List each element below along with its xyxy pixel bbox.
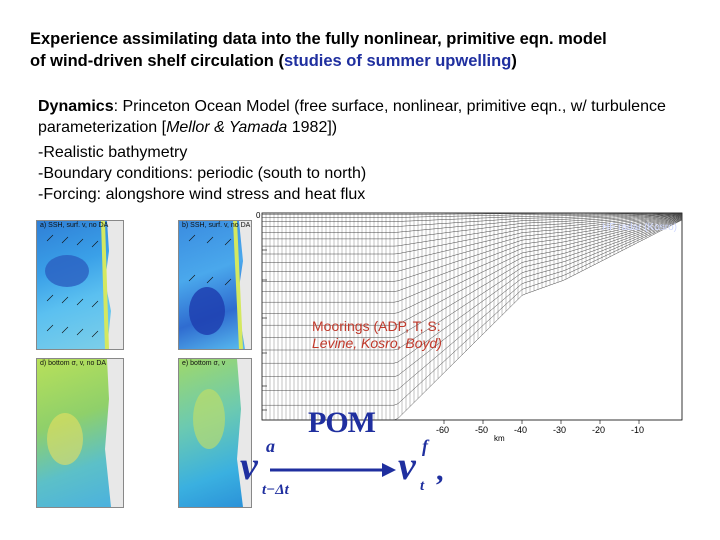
dynamics-paragraph: Dynamics: Princeton Ocean Model (free su… [38, 96, 698, 138]
x-tick-label: -10 [631, 425, 644, 435]
sigma-level [262, 213, 683, 247]
sigma-level [262, 219, 683, 406]
sigma-level [262, 215, 683, 292]
title-line-2-post: ) [511, 52, 517, 70]
map-e-shading [193, 359, 251, 507]
sigma-level [262, 215, 683, 303]
bullet-item: -Forcing: alongshore wind stress and hea… [38, 186, 366, 203]
pom-label: POM [308, 406, 376, 439]
equation-arrow [270, 463, 396, 477]
section-frame [261, 212, 683, 421]
sigma-level [262, 214, 683, 263]
slide-body: Dynamics: Princeton Ocean Model (free su… [38, 96, 698, 205]
panel-d-label: d) bottom σ, v, no DA [40, 360, 107, 367]
moorings-names: Levine, Kosro, Boyd) [312, 335, 442, 351]
map-panel-d: d) bottom σ, v, no DA [36, 358, 124, 508]
sigma-grid-lines [261, 212, 683, 421]
sigma-level [262, 213, 683, 240]
sigma-level [262, 216, 683, 338]
sigma-level [262, 213, 683, 222]
map-panel-b: b) SSH, surf. v, no DA [178, 220, 252, 350]
sigma-level [262, 213, 683, 227]
dynamics-cite-year: 1982]) [287, 119, 338, 136]
map-a-shading [45, 221, 123, 349]
sub-right: t [420, 478, 425, 494]
map-b-shading [188, 221, 251, 349]
sigma-level [262, 216, 683, 326]
bullet-item: -Boundary conditions: periodic (south to… [38, 165, 367, 182]
sup-a: a [266, 436, 275, 456]
slide-title: Experience assimilating data into the fu… [30, 28, 690, 72]
map-d-shading [47, 359, 123, 507]
sigma-level [262, 215, 683, 282]
x-tick-label: -60 [436, 425, 449, 435]
bullet-item: -Realistic bathymetry [38, 144, 188, 161]
panel-a-label: a) SSH, surf. v, no DA [40, 222, 109, 229]
moorings-label: Moorings (ADP, T, S: [312, 318, 441, 334]
panel-e-label: e) bottom σ, v [182, 360, 226, 367]
sigma-grid-plot: 0 km -60 -50 -40 -30 -20 -10 [256, 211, 683, 443]
sigma-level [262, 212, 683, 215]
x-tick-label: -30 [553, 425, 566, 435]
cross-section: 0 km -60 -50 -40 -30 -20 -10 HF radar (Kosro)… [254, 210, 688, 445]
title-line-1: Experience assimilating data into the fu… [30, 30, 607, 48]
x-tick-label: -50 [475, 425, 488, 435]
title-line-2: of wind-driven shelf circulation (studie… [30, 50, 690, 72]
sigma-level [262, 214, 683, 255]
sup-f: f [422, 436, 428, 456]
x-tick-label: -40 [514, 425, 527, 435]
x-axis-label: km [494, 434, 505, 443]
left-axis-ticks [262, 249, 267, 411]
sigma-level [262, 218, 683, 391]
v-right: v [398, 443, 416, 488]
v-left: v [240, 443, 258, 488]
sigma-level [262, 217, 683, 351]
sigma-level [262, 217, 683, 364]
x-axis-ticks: -60 -50 -40 -30 -20 -10 [436, 420, 644, 435]
comma: , [436, 454, 444, 487]
x-tick-label: -20 [592, 425, 605, 435]
title-highlight: studies of summer upwelling [283, 52, 512, 70]
sigma-level [262, 214, 683, 272]
title-line-2-pre: of wind-driven shelf circulation ( [30, 52, 284, 70]
map-panel-a: a) SSH, surf. v, no DA [36, 220, 124, 350]
sigma-level [262, 219, 683, 421]
dynamics-cite-names: Mellor & Yamada [166, 119, 288, 136]
moorings-annotation: Moorings (ADP, T, S: Levine, Kosro, Boyd… [312, 318, 442, 352]
top-axis-label: 0 [256, 211, 261, 220]
panel-b-label: b) SSH, surf. v, no DA [182, 222, 251, 229]
sigma-level [262, 213, 683, 233]
model-figure: a) SSH, surf. v, no DA b) SSH, surf. v, … [36, 210, 688, 510]
sub-left: t−Δt [262, 482, 289, 498]
bullet-list: -Realistic bathymetry -Boundary conditio… [38, 142, 698, 205]
overlay-label: HF radar (Kosro) [602, 222, 678, 233]
map-panel-e: e) bottom σ, v [178, 358, 252, 508]
sigma-level [262, 212, 682, 218]
dynamics-text: : Princeton Ocean Model (free surface, n… [38, 98, 666, 136]
equation: POM v a t−Δt v f t , [240, 406, 480, 506]
dynamics-label: Dynamics [38, 98, 114, 115]
sigma-level [262, 216, 683, 314]
sigma-level [262, 218, 683, 377]
